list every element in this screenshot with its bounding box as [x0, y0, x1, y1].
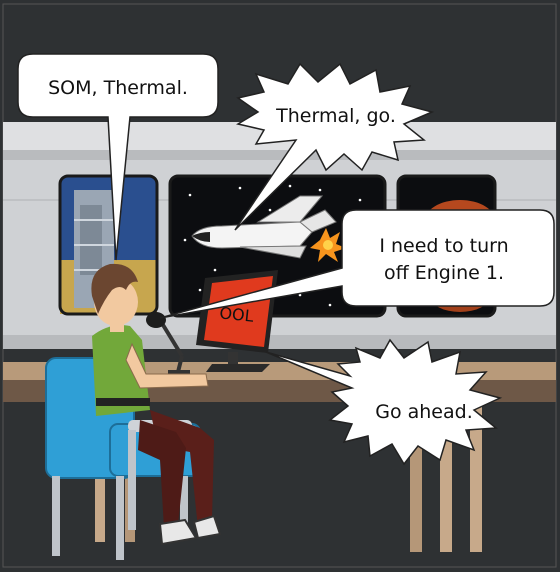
space-shuttle: [191, 195, 346, 262]
speech-bubble-som: SOM, Thermal.: [17, 53, 219, 261]
dialogue-engine-line2: off Engine 1.: [384, 262, 504, 284]
dialogue-thermal-go: Thermal, go.: [275, 105, 396, 127]
dialogue-som: SOM, Thermal.: [48, 77, 188, 99]
speech-bubble-engine: I need to turn off Engine 1.: [159, 209, 555, 319]
monitor-text: OOL: [219, 303, 255, 325]
microphone: [146, 312, 190, 375]
speech-bubble-go-ahead: Go ahead.: [265, 338, 503, 466]
dialogue-go-ahead: Go ahead.: [375, 401, 473, 423]
dialogue-engine-line1: I need to turn: [379, 235, 508, 257]
speech-bubble-thermal-go: Thermal, go.: [234, 62, 435, 231]
person: [91, 263, 222, 546]
